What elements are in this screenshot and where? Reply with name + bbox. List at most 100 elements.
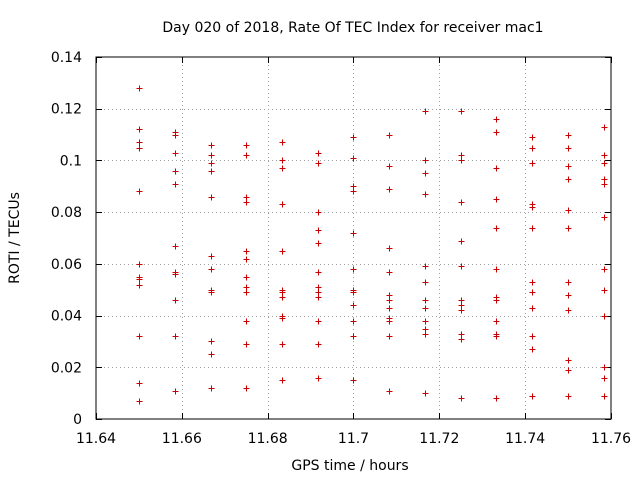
data-point (565, 367, 572, 374)
x-tick-label: 11.74 (505, 431, 545, 447)
data-point (243, 385, 250, 392)
data-point (565, 307, 572, 314)
data-point (493, 116, 500, 123)
data-point (243, 318, 250, 325)
data-point (172, 333, 179, 340)
data-point (172, 388, 179, 395)
data-point (315, 240, 322, 247)
data-point (315, 375, 322, 382)
data-point (422, 331, 429, 338)
data-point (243, 274, 250, 281)
data-point (350, 230, 357, 237)
data-point (529, 346, 536, 353)
data-point (529, 289, 536, 296)
data-point (243, 248, 250, 255)
data-point (529, 145, 536, 152)
y-tick-label: 0.12 (51, 102, 82, 118)
data-point (422, 390, 429, 397)
data-point (565, 207, 572, 214)
data-point (565, 132, 572, 139)
data-point (279, 341, 286, 348)
data-point (493, 318, 500, 325)
data-point (458, 263, 465, 270)
data-point (208, 168, 215, 175)
data-point (315, 227, 322, 234)
x-tick-label: 11.66 (162, 431, 202, 447)
data-point (529, 225, 536, 232)
data-point (565, 279, 572, 286)
data-point (493, 129, 500, 136)
data-point (601, 364, 608, 371)
data-point (386, 132, 393, 139)
data-point (136, 188, 143, 195)
data-point (350, 333, 357, 340)
data-point (493, 196, 500, 203)
data-point (386, 297, 393, 304)
data-point (565, 357, 572, 364)
y-tick-label: 0.02 (51, 360, 82, 376)
data-point (208, 152, 215, 159)
data-point (601, 287, 608, 294)
data-point (601, 313, 608, 320)
x-axis-label: GPS time / hours (291, 458, 408, 474)
x-tick-label: 11.76 (591, 431, 631, 447)
data-point (172, 297, 179, 304)
data-point (315, 209, 322, 216)
data-point (422, 170, 429, 177)
data-point (136, 145, 143, 152)
data-point (279, 315, 286, 322)
data-point (279, 294, 286, 301)
data-point (565, 225, 572, 232)
data-point (458, 395, 465, 402)
data-point (601, 375, 608, 382)
y-tick-label: 0.06 (51, 257, 82, 273)
data-point (493, 297, 500, 304)
x-tick-label: 11.72 (419, 431, 459, 447)
x-tick-label: 11.7 (338, 431, 369, 447)
data-point (136, 398, 143, 405)
data-point (172, 243, 179, 250)
data-point (529, 204, 536, 211)
data-point (315, 160, 322, 167)
data-point (422, 157, 429, 164)
data-point (422, 297, 429, 304)
data-point (243, 256, 250, 263)
data-point (279, 248, 286, 255)
data-point (422, 108, 429, 115)
data-point (243, 152, 250, 159)
data-point (172, 181, 179, 188)
data-point (458, 336, 465, 343)
data-point (172, 168, 179, 175)
data-point (529, 160, 536, 167)
data-point (315, 294, 322, 301)
data-point (458, 307, 465, 314)
data-point (386, 245, 393, 252)
data-point (458, 238, 465, 245)
data-point (208, 266, 215, 273)
data-point (350, 266, 357, 273)
data-point (208, 338, 215, 345)
data-point (458, 157, 465, 164)
data-point (493, 333, 500, 340)
y-tick-label: 0 (73, 412, 82, 428)
data-point (315, 341, 322, 348)
data-point (350, 289, 357, 296)
data-point (279, 139, 286, 146)
data-point (208, 194, 215, 201)
data-point (422, 279, 429, 286)
data-point (386, 305, 393, 312)
data-point (601, 160, 608, 167)
data-point (279, 165, 286, 172)
data-point (172, 271, 179, 278)
data-point (422, 318, 429, 325)
chart-title: Day 020 of 2018, Rate Of TEC Index for r… (162, 20, 543, 36)
data-point (386, 318, 393, 325)
data-point (208, 385, 215, 392)
data-point (136, 333, 143, 340)
data-point (315, 269, 322, 276)
data-point (279, 377, 286, 384)
data-point (386, 388, 393, 395)
data-point (493, 225, 500, 232)
data-point (279, 157, 286, 164)
data-point (601, 124, 608, 131)
